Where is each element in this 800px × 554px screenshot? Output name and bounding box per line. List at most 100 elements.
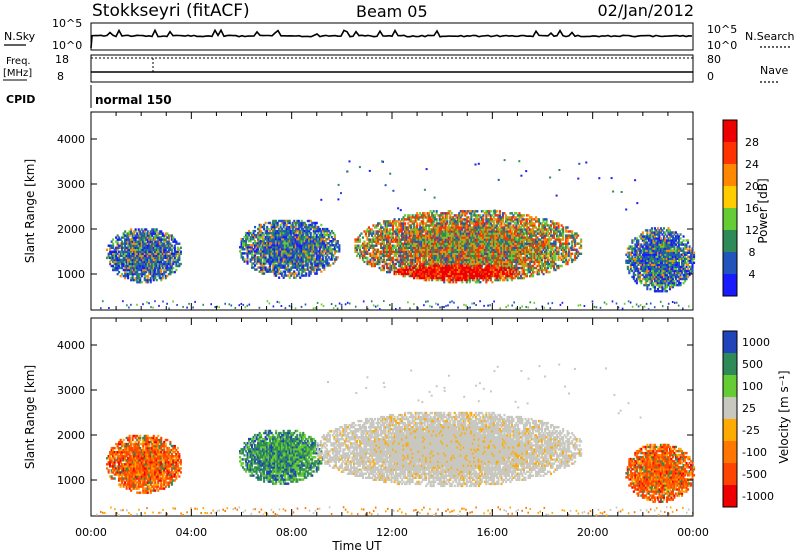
power-echo-cell xyxy=(145,238,148,241)
power-echo-cell xyxy=(136,258,139,262)
power-echo-cell xyxy=(279,223,282,227)
power-echo-cell xyxy=(312,221,315,225)
power-echo-cell xyxy=(288,260,291,263)
power-echo-cell xyxy=(291,246,294,249)
power-echo-cell xyxy=(425,258,428,262)
power-echo-cell xyxy=(127,250,130,253)
power-echo-cell xyxy=(297,254,300,257)
power-echo-cell xyxy=(465,250,468,253)
power-echo-cell xyxy=(113,256,116,260)
power-echo-cell xyxy=(309,227,312,231)
power-echo-cell xyxy=(326,252,329,255)
power-echo-cell xyxy=(447,238,450,241)
power-echo-cell xyxy=(246,250,249,253)
power-echo-cell xyxy=(444,260,447,264)
power-echo-cell xyxy=(462,260,465,264)
power-echo-cell xyxy=(284,240,287,243)
power-echo-cell xyxy=(441,214,444,217)
power-echo-cell xyxy=(290,268,293,271)
power-echo-cell xyxy=(112,266,115,270)
power-echo-cell xyxy=(134,228,137,231)
power-echo-cell xyxy=(284,229,287,233)
power-echo-cell xyxy=(272,254,275,257)
power-echo-cell xyxy=(139,234,142,237)
power-echo-cell xyxy=(124,254,127,258)
power-echo-cell xyxy=(266,231,269,235)
power-echo-cell xyxy=(393,258,396,262)
power-echo-cell xyxy=(300,246,303,249)
power-echo-cell xyxy=(305,227,308,231)
power-echo-cell xyxy=(479,281,482,284)
power-echo-cell xyxy=(137,242,140,245)
power-echo-cell xyxy=(416,250,419,253)
power-echo-cell xyxy=(419,246,422,249)
power-echo-cell xyxy=(143,232,146,235)
power-echo-cell xyxy=(158,252,161,255)
power-echo-cell xyxy=(318,262,321,265)
power-echo-cell xyxy=(404,274,407,278)
power-echo-cell xyxy=(276,272,279,275)
power-echo-cell xyxy=(142,270,145,274)
power-echo-cell xyxy=(149,248,152,251)
power-echo-cell xyxy=(311,262,314,265)
power-echo-cell xyxy=(372,252,375,255)
power-echo-cell xyxy=(444,232,447,235)
power-echo-cell xyxy=(281,272,284,275)
power-echo-cell xyxy=(158,232,161,235)
power-echo-cell xyxy=(270,258,273,261)
power-echo-cell xyxy=(320,252,323,255)
power-echo-cell xyxy=(299,262,302,265)
power-echo-cell xyxy=(131,248,134,251)
power-echo-cell xyxy=(275,240,278,243)
power-echo-cell xyxy=(329,244,332,247)
power-echo-cell xyxy=(431,278,434,282)
power-echo-cell xyxy=(419,212,422,215)
power-echo-cell xyxy=(414,216,417,219)
power-echo-cell xyxy=(434,218,437,221)
power-echo-cell xyxy=(405,218,408,221)
power-echo-cell xyxy=(290,254,293,257)
power-echo-cell xyxy=(440,238,443,241)
power-echo-cell xyxy=(266,236,269,239)
power-echo-cell xyxy=(372,254,375,258)
power-echo-cell xyxy=(317,229,320,233)
power-echo-cell xyxy=(133,262,136,266)
power-echo-cell xyxy=(167,254,170,258)
power-echo-cell xyxy=(130,270,133,274)
power-echo-cell xyxy=(118,258,121,262)
power-echo-cell xyxy=(294,276,297,279)
power-echo-cell xyxy=(296,248,299,251)
power-echo-cell xyxy=(461,218,464,221)
power-echo-cell xyxy=(443,230,446,233)
power-echo-cell xyxy=(306,219,309,223)
power-echo-cell xyxy=(423,250,426,253)
power-echo-cell xyxy=(149,278,152,282)
power-echo-cell xyxy=(380,230,383,233)
power-echo-cell xyxy=(299,252,302,255)
power-echo-cell xyxy=(291,242,294,245)
power-echo-cell xyxy=(161,248,164,251)
power-echo-cell xyxy=(136,266,139,270)
power-echo-cell xyxy=(281,246,284,249)
power-echo-cell xyxy=(458,234,461,237)
power-echo-cell xyxy=(411,242,414,245)
power-echo-cell xyxy=(285,240,288,243)
power-echo-cell xyxy=(157,234,160,237)
power-echo-cell xyxy=(251,256,254,259)
power-echo-cell xyxy=(136,268,139,272)
power-echo-cell xyxy=(399,250,402,253)
power-echo-cell xyxy=(308,219,311,223)
power-echo-cell xyxy=(269,268,272,271)
power-echo-cell xyxy=(444,220,447,223)
power-echo-cell xyxy=(139,242,142,245)
power-echo-cell xyxy=(276,262,279,265)
power-echo-cell xyxy=(384,238,387,241)
power-echo-cell xyxy=(282,233,285,237)
power-echo-cell xyxy=(124,258,127,262)
power-echo-cell xyxy=(110,246,113,249)
power-echo-cell xyxy=(273,231,276,235)
power-echo-cell xyxy=(444,216,447,219)
power-echo-cell xyxy=(140,248,143,251)
power-echo-cell xyxy=(136,252,139,255)
power-echo-cell xyxy=(405,252,408,255)
